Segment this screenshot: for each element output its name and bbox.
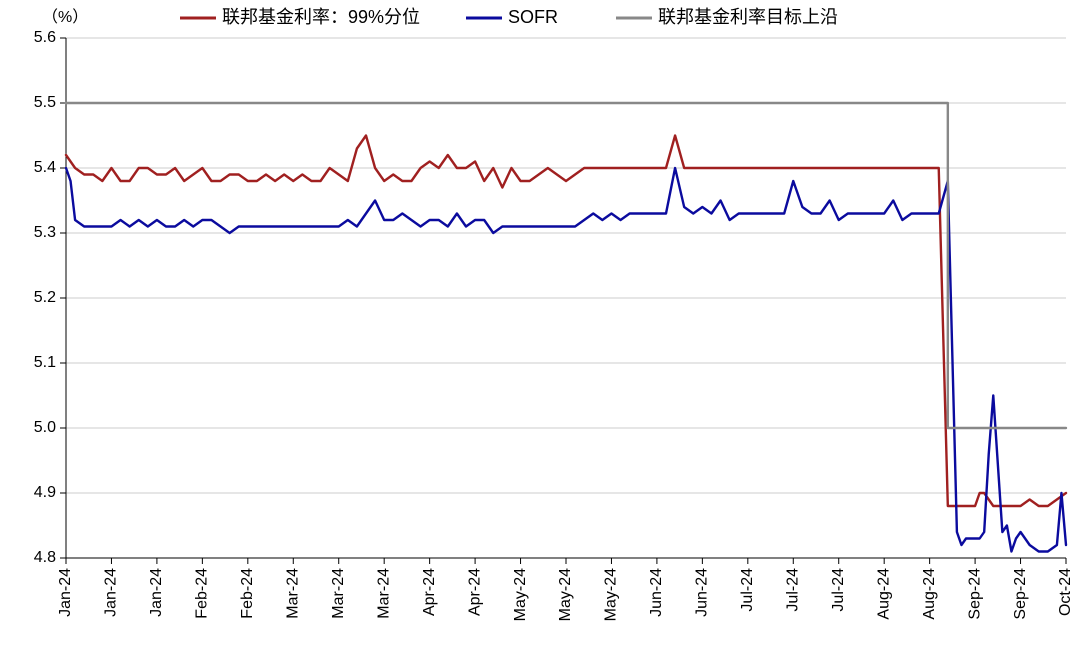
x-tick-label: Jul-24	[739, 568, 756, 612]
x-tick-label: Mar-24	[375, 568, 392, 619]
chart-container: 4.8 4.9 5.0 5.1 5.2 5.3 5.4 5.5 5.6 Jan-24 Jan-24 J…	[0, 0, 1080, 658]
x-tick-label: Jan-24	[57, 568, 74, 617]
x-tick-label: Mar-24	[284, 568, 301, 619]
x-tick-label: Jul-24	[784, 568, 801, 612]
y-tick-label: 5.2	[34, 289, 56, 306]
x-tick-label: Apr-24	[466, 568, 483, 616]
legend-item-label: SOFR	[508, 7, 558, 27]
y-tick-label: 5.1	[34, 354, 56, 371]
x-tick-label: Aug-24	[921, 568, 938, 620]
x-tick-label: Jun-24	[694, 568, 711, 617]
y-axis-unit-label: （%）	[42, 8, 88, 26]
x-tick-label: May-24	[512, 568, 529, 621]
x-tick-label: Jun-24	[648, 568, 665, 617]
x-tick-label: May-24	[603, 568, 620, 621]
x-tick-label: Jul-24	[830, 568, 847, 612]
y-tick-label: 4.8	[34, 549, 56, 566]
x-tick-label: Feb-24	[239, 568, 256, 619]
x-tick-label: Sep-24	[1012, 568, 1029, 620]
y-tick-label: 5.4	[34, 159, 56, 176]
y-tick-label: 5.0	[34, 419, 56, 436]
x-tick-label: Apr-24	[421, 568, 438, 616]
legend: 联邦基金利率：99%分位 SOFR 联邦基金利率目标上沿	[180, 7, 838, 27]
x-tick-label: Jan-24	[103, 568, 120, 617]
x-tick-label: Oct-24	[1057, 568, 1074, 616]
x-tick-label: Feb-24	[194, 568, 211, 619]
x-tick-label: Sep-24	[966, 568, 983, 620]
y-tick-label: 5.5	[34, 94, 56, 111]
y-tick-label: 5.6	[34, 29, 56, 46]
x-tick-label: Mar-24	[330, 568, 347, 619]
y-tick-label: 5.3	[34, 224, 56, 241]
legend-item-label: 联邦基金利率目标上沿	[658, 7, 838, 27]
x-tick-label: Aug-24	[875, 568, 892, 620]
rates-line-chart: 4.8 4.9 5.0 5.1 5.2 5.3 5.4 5.5 5.6 Jan-24 Jan-24 J…	[0, 0, 1080, 658]
x-tick-label: Jan-24	[148, 568, 165, 617]
y-tick-label: 4.9	[34, 484, 56, 501]
legend-item-label: 联邦基金利率：99%分位	[222, 7, 420, 27]
x-tick-label: May-24	[557, 568, 574, 621]
